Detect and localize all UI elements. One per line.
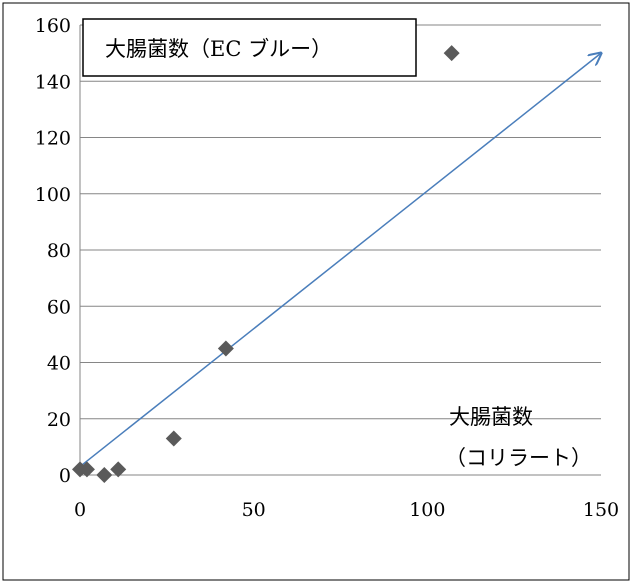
data-point-1 [78,461,95,478]
chart-title-frame [82,18,417,77]
y-tick-label-0: 0 [59,465,71,487]
y-tick-label-80: 80 [47,240,71,262]
gridlines [80,24,601,420]
y-tick-label-60: 60 [47,296,71,318]
y-tick-label-40: 40 [47,353,71,375]
chart-title-box: 大腸菌数（EC ブルー） [82,18,417,77]
data-point-5 [217,340,234,357]
axes [79,25,601,476]
x-tick-label-100: 100 [409,499,445,521]
data-point-2 [96,467,113,483]
reference-line [79,53,601,468]
data-point-6 [443,45,460,62]
reference-arrow-line [79,53,601,468]
x-axis-label-line2: （コリラート） [445,446,592,470]
x-tick-labels: 0 50 100 150 [74,499,619,521]
y-tick-labels: 0 20 40 60 80 100 120 140 160 [35,15,71,487]
x-axis-label-line1: 大腸菌数 [449,405,533,429]
y-tick-label-100: 100 [35,184,71,206]
data-point-4 [165,430,182,447]
y-tick-label-20: 20 [47,409,71,431]
data-point-3 [110,461,127,478]
x-tick-label-0: 0 [74,499,86,521]
y-tick-label-140: 140 [35,71,71,93]
x-tick-label-150: 150 [583,499,619,521]
y-tick-label-120: 120 [35,128,71,150]
data-points [72,45,460,483]
x-tick-label-50: 50 [242,499,266,521]
y-tick-label-160: 160 [35,15,71,37]
chart-title: 大腸菌数（EC ブルー） [105,37,332,61]
